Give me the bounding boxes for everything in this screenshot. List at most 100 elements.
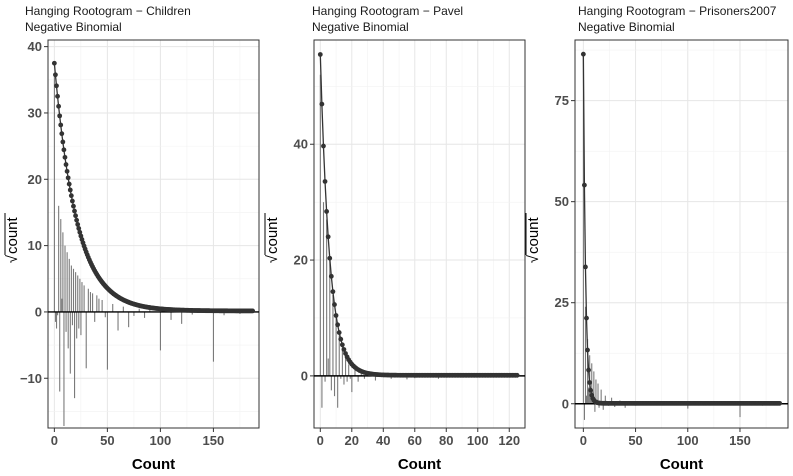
y-axis-label-text: count — [264, 216, 281, 254]
panel-pavel: Hanging Rootogram − Pavel Negative Binom… — [264, 4, 526, 473]
rootogram-bar — [149, 309, 151, 312]
y-tick-label: 0 — [35, 304, 42, 319]
rootogram-bar — [181, 311, 183, 324]
fitted-point — [514, 372, 520, 378]
chart-title: Hanging Rootogram − Pavel — [312, 4, 463, 18]
rootogram-bar — [593, 371, 595, 404]
rootogram-bar — [92, 293, 94, 312]
fitted-point — [583, 264, 588, 270]
rootogram-bar — [75, 272, 77, 312]
fitted-point — [581, 182, 587, 188]
rootogram-bar — [344, 355, 347, 376]
fitted-point — [58, 122, 64, 128]
rootogram-bar — [594, 403, 596, 412]
rootogram-bar — [351, 375, 353, 393]
rootogram-bar — [348, 364, 350, 376]
rootogram-bar — [101, 299, 103, 312]
rootogram-bar — [70, 265, 72, 312]
y-axis-label-text: count — [525, 216, 542, 254]
rootogram-bar — [89, 292, 92, 312]
rootogram-bar — [68, 258, 70, 312]
x-tick-label: 100 — [467, 433, 489, 448]
fitted-point — [65, 175, 71, 181]
fitted-curve — [319, 54, 518, 376]
rootogram-bar — [63, 311, 65, 427]
fitted-point — [585, 347, 590, 353]
fitted-point — [73, 213, 78, 219]
rootogram-bar — [78, 311, 80, 329]
x-tick-label: 0 — [580, 433, 587, 448]
fitted-point — [61, 147, 67, 153]
sqrt-symbol: √ — [525, 254, 542, 263]
rootogram-bar — [598, 403, 600, 408]
rootogram-bar — [143, 311, 146, 318]
rootogram-bar — [104, 311, 106, 318]
fitted-point — [586, 367, 591, 373]
y-tick-label: 20 — [294, 253, 308, 268]
rootogram-bar — [337, 375, 339, 408]
rootogram-bar — [65, 311, 67, 332]
x-tick-label: 100 — [150, 433, 172, 448]
y-tick-label: 0 — [301, 368, 308, 383]
panel-border — [313, 39, 526, 429]
rootogram-bar — [335, 317, 337, 376]
rootogram-bar — [72, 268, 75, 312]
fitted-point — [64, 168, 70, 174]
rootogram-bar — [159, 311, 161, 351]
rootogram-bar — [590, 395, 592, 404]
rootogram-bar — [54, 311, 57, 322]
fitted-point — [325, 234, 331, 240]
y-tick-label: 50 — [555, 194, 569, 209]
x-tick-label: 50 — [100, 433, 114, 448]
rootogram-bar — [138, 308, 140, 312]
fitted-point — [587, 380, 593, 385]
rootogram-bar — [332, 294, 334, 376]
rootogram-bar — [349, 375, 351, 379]
fitted-point — [53, 72, 58, 78]
rootogram-bar — [112, 303, 114, 312]
chart-title: Hanging Rootogram − Children — [25, 4, 191, 18]
fitted-point — [55, 93, 60, 99]
fitted-point — [327, 255, 333, 261]
rootogram-bar — [76, 311, 78, 339]
fitted-point — [75, 221, 81, 227]
fitted-point — [324, 209, 329, 214]
fitted-point — [56, 103, 62, 109]
fitted-point — [74, 217, 80, 223]
rootogram-bar — [597, 383, 599, 404]
rootogram-bar — [588, 387, 590, 404]
fitted-point — [588, 387, 594, 393]
rootogram-bar — [66, 252, 68, 312]
rootogram-bar — [77, 275, 79, 312]
rootogram-bar — [128, 311, 130, 328]
y-axis-label: √count — [4, 213, 21, 263]
rootogram-bar — [81, 282, 83, 312]
fitted-point — [51, 60, 57, 66]
rootogram-bar — [67, 311, 69, 349]
y-tick-label: −10 — [20, 371, 42, 386]
rootogram-bar — [327, 358, 329, 376]
fitted-point — [60, 139, 66, 145]
chart-subtitle: Negative Binomial — [312, 20, 409, 34]
rootogram-bar — [374, 375, 377, 381]
x-tick-label: 150 — [203, 433, 225, 448]
rootogram-bar — [624, 403, 626, 408]
rootogram-bar — [319, 74, 321, 376]
x-axis-label: Count — [398, 456, 441, 473]
fitted-point — [333, 313, 339, 318]
rootogram-bar — [321, 375, 323, 408]
x-tick-label: 20 — [345, 433, 359, 448]
fitted-point — [71, 203, 76, 209]
y-tick-label: 30 — [28, 105, 42, 120]
fitted-point — [59, 131, 65, 137]
rootogram-bar — [55, 311, 58, 329]
rootogram-bar — [87, 288, 89, 312]
x-tick-label: 0 — [317, 433, 324, 448]
fitted-point — [76, 226, 82, 231]
rootogram-bar — [322, 202, 325, 376]
chart-title: Hanging Rootogram − Prisoners2007 — [578, 4, 777, 18]
x-tick-label: 100 — [677, 433, 699, 448]
rootogram-bar — [600, 389, 602, 404]
rootogram-bar — [585, 395, 588, 404]
